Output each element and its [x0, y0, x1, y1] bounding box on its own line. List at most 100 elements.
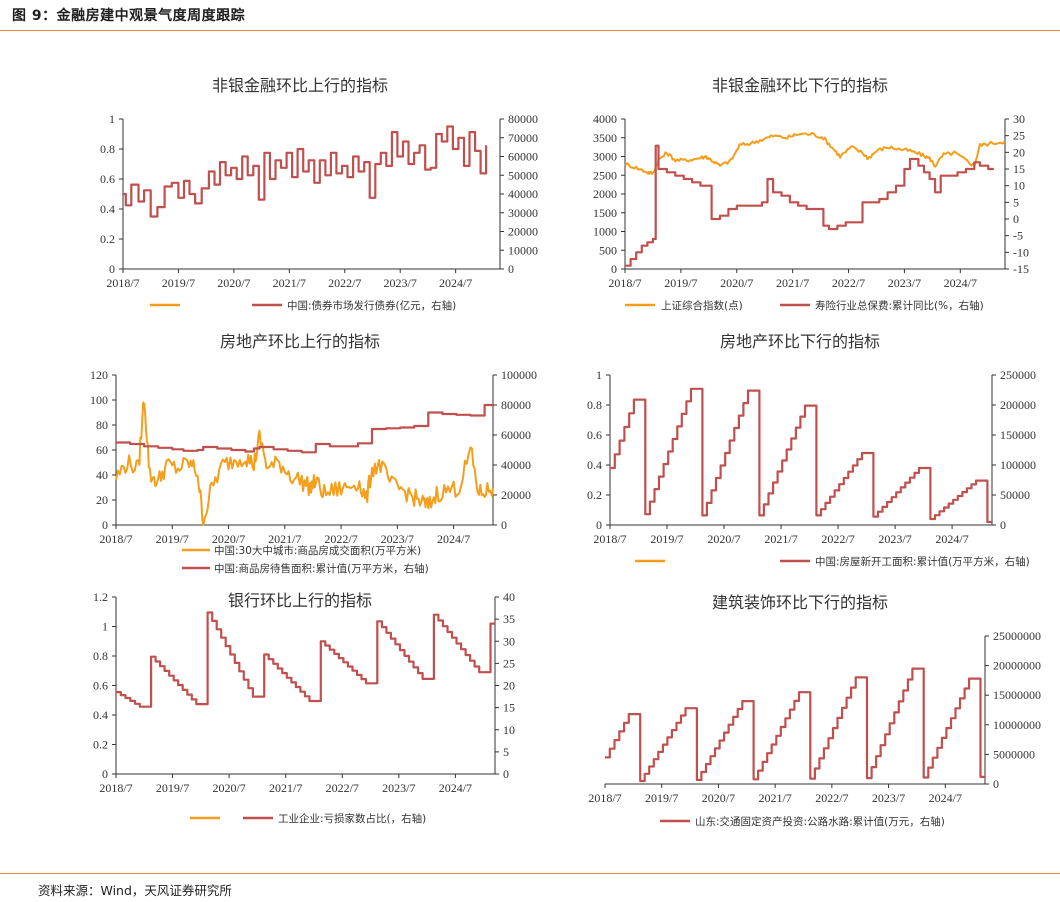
- left-tick-label: 0.8: [93, 649, 108, 663]
- source-note: 资料来源：Wind，天风证券研究所: [38, 883, 232, 898]
- chart-title: 房地产环比上行的指标: [220, 332, 380, 351]
- right-tick-label: 20000000: [993, 659, 1041, 673]
- right-tick-label: -10: [1013, 245, 1029, 259]
- chart-title: 非银金融环比下行的指标: [712, 76, 888, 95]
- legend-label: 中国:30大中城市:商品房成交面积(万平方米): [214, 544, 421, 557]
- legend-label: 中国:债券市场发行债券(亿元，右轴): [287, 299, 456, 312]
- left-tick-label: 40: [96, 468, 108, 482]
- right-tick-label: 25: [503, 656, 515, 670]
- x-tick-label: 2021/7: [268, 532, 301, 546]
- right-tick-label: 30: [1013, 112, 1025, 126]
- x-tick-label: 2019/7: [162, 276, 195, 290]
- x-tick-label: 2019/7: [156, 532, 189, 546]
- right-tick-label: 20: [503, 679, 515, 693]
- x-tick-label: 2020/7: [707, 532, 740, 546]
- x-tick-label: 2020/7: [720, 276, 753, 290]
- x-tick-label: 2024/7: [439, 781, 472, 795]
- x-tick-label: 2023/7: [381, 532, 414, 546]
- x-tick-label: 2021/7: [764, 532, 797, 546]
- series-line-red: [123, 125, 488, 218]
- right-tick-label: 0: [503, 767, 509, 781]
- series-line-red: [116, 611, 495, 708]
- right-tick-label: 35: [503, 612, 515, 626]
- chart-title: 房地产环比下行的指标: [720, 332, 880, 351]
- legend-label: 上证综合指数(点): [661, 299, 743, 312]
- right-tick-label: 0: [501, 518, 507, 532]
- x-tick-label: 2022/7: [324, 532, 357, 546]
- right-tick-label: 20000: [508, 225, 538, 239]
- right-tick-label: 250000: [1000, 368, 1036, 382]
- right-tick-label: 50000: [508, 168, 538, 182]
- x-tick-label: 2020/7: [212, 781, 245, 795]
- right-tick-label: 0: [993, 777, 999, 791]
- left-tick-label: 3000: [593, 150, 617, 164]
- x-tick-label: 2021/7: [776, 276, 809, 290]
- x-tick-label: 2018/7: [608, 276, 641, 290]
- x-tick-label: 2024/7: [437, 532, 470, 546]
- right-tick-label: 50000: [1000, 488, 1030, 502]
- right-tick-label: 5000000: [993, 747, 1035, 761]
- x-tick-label: 2018/7: [99, 532, 132, 546]
- left-tick-label: 1.2: [93, 590, 108, 604]
- x-tick-label: 2023/7: [888, 276, 921, 290]
- legend-label: 寿险行业总保费:累计同比(%，右轴): [815, 299, 984, 312]
- chart-title: 建筑装饰环比下行的指标: [712, 593, 888, 612]
- left-tick-label: 0: [102, 518, 108, 532]
- series-line-orange: [115, 401, 494, 526]
- right-tick-label: 10: [1013, 179, 1025, 193]
- chart-property-sales: 房地产环比上行的指标 0 20 40 60 80 100 120 0 20000 40000 600…: [90, 332, 537, 575]
- x-tick-label: 2023/7: [382, 781, 415, 795]
- left-tick-label: 100: [90, 393, 108, 407]
- figure-title: 图 9：金融房建中观景气度周度跟踪: [12, 8, 246, 24]
- right-tick-label: 30: [503, 634, 515, 648]
- right-tick-label: 70000: [508, 131, 538, 145]
- legend-label: 工业企业:亏损家数占比(，右轴): [278, 812, 426, 825]
- x-tick-label: 2018/7: [106, 276, 139, 290]
- chart-industrial-loss: 银行环比上行的指标 0 0.2 0.4 0.6 0.8 1 1.2 0 5 10 15 20 25 30 3…: [93, 590, 515, 825]
- right-tick-label: 80000: [501, 398, 531, 412]
- right-tick-label: 60000: [501, 428, 531, 442]
- right-tick-label: 0: [508, 262, 514, 276]
- left-tick-label: 1: [596, 368, 602, 382]
- left-tick-label: 500: [599, 243, 617, 257]
- x-tick-label: 2019/7: [645, 791, 678, 805]
- right-tick-label: 10000: [508, 243, 538, 257]
- left-tick-label: 1: [102, 620, 108, 634]
- x-tick-label: 2020/7: [217, 276, 250, 290]
- series-line-red: [625, 144, 994, 267]
- series-line-red: [116, 403, 493, 454]
- right-tick-label: 10: [503, 723, 515, 737]
- right-tick-label: 10000000: [993, 718, 1041, 732]
- chart-title: 银行环比上行的指标: [228, 591, 372, 610]
- left-tick-label: 0.2: [587, 488, 602, 502]
- x-tick-label: 2019/7: [664, 276, 697, 290]
- right-tick-label: 40000: [501, 458, 531, 472]
- x-tick-label: 2018/7: [593, 532, 626, 546]
- left-tick-label: 0.2: [100, 232, 115, 246]
- x-tick-label: 2022/7: [326, 781, 359, 795]
- right-tick-label: 40: [503, 590, 515, 604]
- x-tick-label: 2022/7: [815, 791, 848, 805]
- x-tick-label: 2019/7: [156, 781, 189, 795]
- x-tick-label: 2023/7: [878, 532, 911, 546]
- x-tick-label: 2020/7: [212, 532, 245, 546]
- right-tick-label: 5: [503, 745, 509, 759]
- legend-label: 山东:交通固定资产投资:公路水路:累计值(万元，右轴): [695, 815, 945, 828]
- left-tick-label: 0.4: [100, 202, 115, 216]
- right-tick-label: 25: [1013, 129, 1025, 143]
- x-tick-label: 2022/7: [821, 532, 854, 546]
- left-tick-label: 4000: [593, 112, 617, 126]
- right-tick-label: 100000: [501, 368, 537, 382]
- x-tick-label: 2021/7: [273, 276, 306, 290]
- legend-label: 中国:房屋新开工面积:累计值(万平方米，右轴): [815, 555, 1030, 568]
- chart-title: 非银金融环比上行的指标: [212, 76, 388, 95]
- series-line-red: [610, 387, 992, 524]
- left-tick-label: 0.4: [93, 708, 108, 722]
- right-tick-label: 15: [1013, 162, 1025, 176]
- legend-label: 中国:商品房待售面积:累计值(万平方米，右轴): [214, 562, 429, 575]
- left-tick-label: 0.6: [93, 679, 108, 693]
- chart-new-construction: 房地产环比下行的指标 0 0.2 0.4 0.6 0.8 1 0 50000 100000 150…: [587, 332, 1036, 568]
- chart-transport-investment: 建筑装饰环比下行的指标 0 5000000 10000000 15000000 2000…: [588, 593, 1041, 828]
- right-tick-label: 150000: [1000, 428, 1036, 442]
- left-tick-label: 3500: [593, 131, 617, 145]
